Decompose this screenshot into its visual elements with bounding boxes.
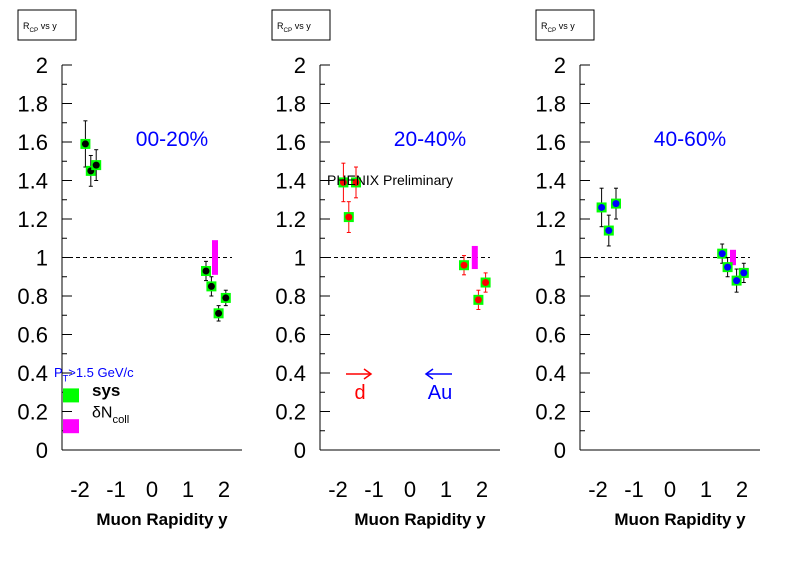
centrality-label: 20-40% [394, 128, 466, 151]
legend-ncoll-label: δNcoll [92, 404, 129, 426]
data-point [718, 250, 726, 258]
y-tick-label: 0.2 [535, 400, 566, 425]
data-point [605, 227, 613, 235]
title-box-text: RCP vs y [23, 21, 57, 34]
y-tick-label: 1 [294, 246, 306, 271]
x-tick-label: 1 [700, 477, 712, 502]
y-tick-label: 0 [294, 438, 306, 463]
x-tick-label: 0 [404, 477, 416, 502]
data-point [207, 282, 215, 290]
x-tick-label: -2 [70, 477, 90, 502]
pt-cut-label: PT>1.5 GeV/c [54, 365, 134, 384]
x-tick-label: 0 [664, 477, 676, 502]
panel-2: RCP vs y 0 0.2 0.4 0.6 0.8 1 1.2 1.4 1.6 1.8 2 -2 -1 0… [271, 9, 500, 529]
data-point [612, 200, 620, 208]
data-point [339, 178, 347, 186]
panel-1: RCP vs y 0 0.2 0.4 0.6 0.8 1 1.2 1.4 1.6 1.8 2 -2 -1 0… [17, 9, 242, 529]
x-axis-label: Muon Rapidity y [354, 510, 486, 529]
d-label: d [354, 382, 365, 404]
data-point [740, 269, 748, 277]
legend-ncoll-swatch [63, 419, 79, 434]
data-point [92, 161, 100, 169]
y-tick-label: 0.6 [535, 323, 566, 348]
data-point [724, 263, 732, 271]
data-point [215, 309, 223, 317]
x-tick-label: 2 [736, 477, 748, 502]
data-point [482, 279, 490, 287]
y-tick-label: 1.6 [275, 130, 306, 155]
data-point [222, 294, 230, 302]
x-tick-label: 1 [440, 477, 452, 502]
y-tick-label: 1 [554, 246, 566, 271]
legend-sys-label: sys [92, 381, 120, 400]
centrality-label: 40-60% [654, 128, 726, 151]
y-tick-label: 1.2 [17, 207, 48, 232]
y-tick-label: 1.2 [535, 207, 566, 232]
x-tick-label: -1 [106, 477, 126, 502]
y-tick-label: 1.8 [535, 92, 566, 117]
title-box [535, 9, 595, 41]
y-tick-label: 1.4 [17, 169, 48, 194]
au-label: Au [428, 382, 452, 404]
y-tick-label: 1.4 [535, 169, 566, 194]
data-point [202, 267, 210, 275]
y-tick-label: 1 [36, 246, 48, 271]
y-tick-label: 0.6 [275, 323, 306, 348]
data-point [474, 296, 482, 304]
x-tick-label: 1 [182, 477, 194, 502]
au-arrow-head [424, 368, 434, 380]
d-arrow-head [363, 368, 373, 380]
y-tick-label: 0.8 [275, 284, 306, 309]
legend-sys-swatch [63, 388, 79, 403]
y-tick-label: 2 [294, 53, 306, 78]
x-axis-label: Muon Rapidity y [96, 510, 228, 529]
y-tick-label: 1.6 [17, 130, 48, 155]
x-tick-label: -1 [364, 477, 384, 502]
title-box [271, 9, 331, 41]
y-tick-label: 0.4 [275, 361, 306, 386]
y-tick-label: 0.6 [17, 323, 48, 348]
y-tick-label: 1.6 [535, 130, 566, 155]
y-tick-label: 1.8 [17, 92, 48, 117]
title-box [17, 9, 77, 41]
preliminary-label: PHENIX Preliminary [327, 172, 453, 188]
x-tick-label: -1 [624, 477, 644, 502]
data-point [598, 203, 606, 211]
data-point [733, 277, 741, 285]
title-box-text: RCP vs y [277, 21, 311, 34]
y-tick-label: 1.2 [275, 207, 306, 232]
x-tick-label: -2 [328, 477, 348, 502]
data-point [81, 140, 89, 148]
y-tick-label: 2 [554, 53, 566, 78]
y-tick-label: 0.8 [17, 284, 48, 309]
x-tick-label: -2 [588, 477, 608, 502]
y-tick-label: 0 [36, 438, 48, 463]
y-tick-label: 0.4 [535, 361, 566, 386]
y-tick-label: 0.8 [535, 284, 566, 309]
ncoll-band [471, 245, 478, 270]
y-tick-label: 0.2 [275, 400, 306, 425]
data-point [460, 261, 468, 269]
title-box-text: RCP vs y [541, 21, 575, 34]
y-tick-label: 1.8 [275, 92, 306, 117]
data-point [352, 178, 360, 186]
ncoll-band [730, 249, 736, 266]
y-tick-label: 0 [554, 438, 566, 463]
x-tick-label: 0 [146, 477, 158, 502]
y-tick-label: 1.4 [275, 169, 306, 194]
y-tick-label: 2 [36, 53, 48, 78]
data-point [345, 213, 353, 221]
panel-3: RCP vs y 0 0.2 0.4 0.6 0.8 1 1.2 1.4 1.6 1.8 2 -2 -1 0… [535, 9, 760, 529]
ncoll-band [212, 240, 218, 275]
y-tick-label: 0.2 [17, 400, 48, 425]
centrality-label: 00-20% [136, 128, 208, 151]
x-axis-label: Muon Rapidity y [614, 510, 746, 529]
x-tick-label: 2 [218, 477, 230, 502]
x-tick-label: 2 [476, 477, 488, 502]
y-tick-label: 0.4 [17, 361, 48, 386]
